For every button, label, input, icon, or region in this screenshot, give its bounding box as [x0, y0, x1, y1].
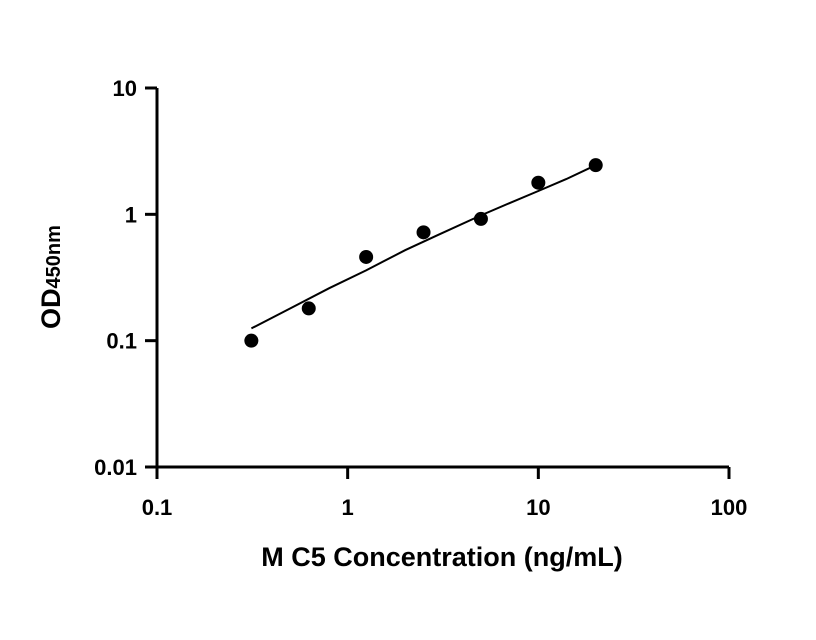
axes	[155, 88, 729, 469]
data-points	[244, 158, 603, 348]
data-point	[588, 158, 603, 173]
x-tick-label: 100	[711, 495, 748, 520]
x-tick-label: 1	[342, 495, 354, 520]
data-point	[416, 225, 431, 240]
data-point	[359, 249, 374, 264]
y-tick-label: 0.1	[106, 329, 137, 354]
x-axis-title: M C5 Concentration (ng/mL)	[261, 542, 622, 572]
data-point	[244, 333, 259, 348]
data-point	[473, 211, 488, 226]
y-tick-label: 10	[113, 76, 137, 101]
y-tick-label: 1	[125, 202, 137, 227]
y-axis-title-main: OD	[36, 288, 66, 329]
y-ticks: 0.01 0.1 1 10	[94, 76, 157, 480]
x-ticks: 0.1 1 10 100	[142, 467, 748, 520]
y-axis-title-subscript: 450nm	[43, 225, 65, 288]
x-tick-label: 10	[526, 495, 550, 520]
data-point	[301, 301, 316, 316]
x-tick-label: 0.1	[142, 495, 173, 520]
y-tick-label: 0.01	[94, 455, 137, 480]
y-axis-title: OD450nm	[36, 225, 66, 329]
fit-curve	[250, 164, 597, 330]
data-point	[531, 175, 546, 190]
